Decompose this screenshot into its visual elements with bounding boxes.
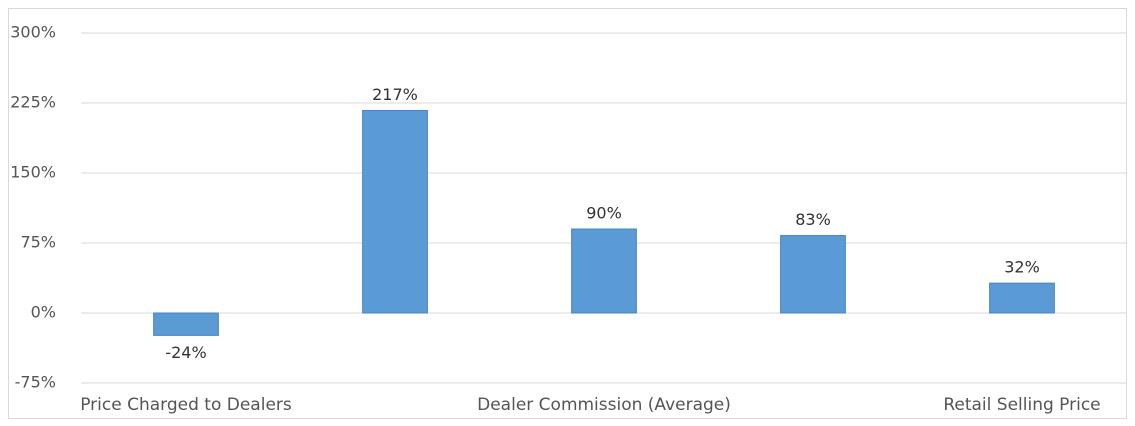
value-label: 90% — [586, 204, 622, 223]
bar — [153, 312, 219, 336]
bar — [571, 228, 637, 314]
y-tick-label: 225% — [10, 93, 56, 112]
bar — [362, 109, 428, 314]
y-tick-label: 300% — [10, 23, 56, 42]
bar — [989, 282, 1055, 314]
value-label: -24% — [165, 343, 206, 362]
y-tick-label: 150% — [10, 163, 56, 182]
bar — [780, 235, 846, 314]
y-tick-label: 75% — [20, 233, 56, 252]
value-label: 217% — [372, 85, 418, 104]
value-label: 32% — [1004, 258, 1040, 277]
y-tick-label: 0% — [31, 303, 56, 322]
x-tick-label: Price Charged to Dealers — [80, 395, 292, 415]
x-tick-label: Dealer Commission (Average) — [477, 395, 731, 415]
chart-frame — [8, 8, 1127, 419]
x-tick-label: Retail Selling Price — [943, 395, 1100, 415]
value-label: 83% — [795, 210, 831, 229]
y-tick-label: -75% — [15, 373, 56, 392]
